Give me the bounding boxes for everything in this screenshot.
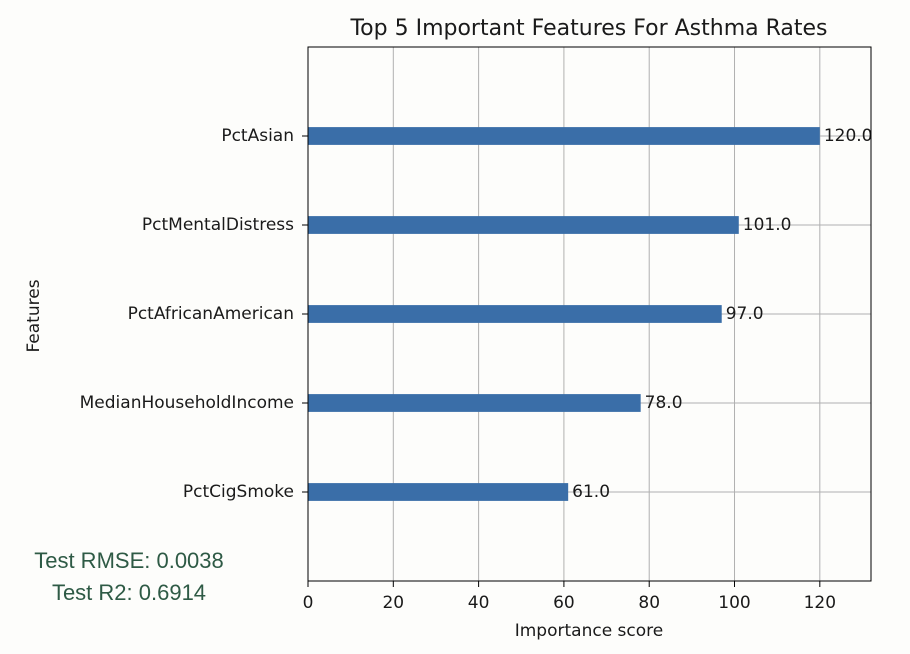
x-tick-label: 80 (638, 593, 660, 613)
metric: Test RMSE: 0.0038 (34, 548, 224, 573)
bar (308, 483, 569, 501)
metric: Test R2: 0.6914 (51, 580, 207, 605)
x-tick-label: 20 (382, 593, 404, 613)
value-label: 78.0 (645, 393, 683, 413)
x-tick-label: 120 (804, 593, 836, 613)
x-axis-label: Importance score (515, 621, 664, 641)
bar (308, 394, 641, 412)
y-tick-label: PctAsian (221, 126, 294, 146)
x-tick-label: 60 (553, 593, 575, 613)
value-label: 61.0 (572, 482, 610, 502)
y-tick-label: PctMentalDistress (142, 215, 294, 235)
y-tick-label: MedianHouseholdIncome (80, 393, 294, 413)
bar (308, 305, 722, 323)
plot-frame (307, 46, 872, 582)
bar (308, 216, 739, 234)
value-label: 120.0 (824, 126, 873, 146)
bar (308, 127, 820, 145)
y-axis-label: Features (24, 279, 44, 352)
value-label: 101.0 (743, 215, 792, 235)
value-label: 97.0 (726, 304, 764, 324)
x-tick-label: 40 (468, 593, 490, 613)
x-tick-label: 100 (718, 593, 750, 613)
chart-title: Top 5 Important Features For Asthma Rate… (349, 16, 827, 41)
y-tick-label: PctCigSmoke (183, 482, 294, 502)
y-tick-label: PctAfricanAmerican (128, 304, 294, 324)
x-tick-label: 0 (303, 593, 314, 613)
